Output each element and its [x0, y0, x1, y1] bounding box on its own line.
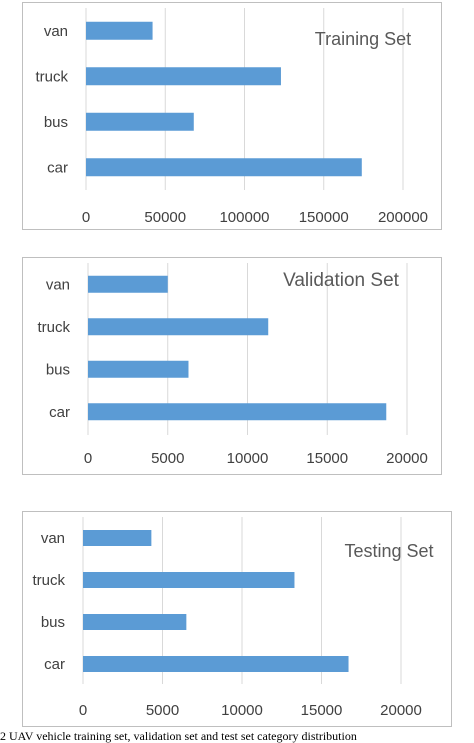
bar-truck [88, 318, 269, 336]
bar-bus [88, 360, 189, 378]
bar-truck [86, 67, 281, 86]
x-tick-label: 5000 [146, 702, 179, 719]
category-label-bus: bus [41, 614, 65, 631]
training-set-chart: van truck bus car 0 50000 100000 150000 200000 Tr… [22, 2, 442, 230]
validation-set-plot: van truck bus car 0 5000 10000 15000 20000 Valida… [37, 263, 428, 467]
category-label-car: car [47, 159, 68, 176]
bar-car [86, 158, 362, 177]
x-tick-label: 200000 [378, 209, 428, 226]
category-label-car: car [44, 656, 65, 673]
chart-title: Training Set [315, 29, 411, 49]
x-tick-label: 20000 [380, 702, 422, 719]
category-label-truck: truck [37, 319, 70, 336]
bar-van [83, 530, 152, 546]
validation-set-chart: van truck bus car 0 5000 10000 15000 20000 Valida… [22, 257, 442, 475]
category-label-van: van [46, 276, 70, 293]
category-label-bus: bus [44, 114, 68, 131]
x-tick-label: 10000 [221, 702, 263, 719]
bar-bus [86, 112, 194, 131]
x-tick-label: 0 [84, 450, 92, 467]
x-tick-label: 5000 [151, 450, 184, 467]
x-tick-label: 50000 [144, 209, 186, 226]
x-tick-label: 15000 [301, 702, 343, 719]
testing-set-plot: van truck bus car 0 5000 10000 15000 20000 Testin… [32, 517, 434, 719]
chart-title: Validation Set [283, 270, 400, 291]
x-tick-label: 0 [82, 209, 90, 226]
category-label-car: car [49, 404, 70, 421]
bar-van [88, 275, 168, 293]
testing-set-chart: van truck bus car 0 5000 10000 15000 20000 Testin… [22, 511, 452, 727]
chart-title: Testing Set [344, 541, 433, 561]
category-label-truck: truck [35, 68, 68, 85]
x-tick-label: 150000 [299, 209, 349, 226]
bar-car [83, 656, 349, 672]
x-tick-label: 10000 [227, 450, 269, 467]
category-label-bus: bus [46, 361, 70, 378]
x-tick-label: 0 [79, 702, 87, 719]
figure-caption: 2 UAV vehicle training set, validation s… [0, 729, 357, 743]
x-tick-label: 15000 [306, 450, 348, 467]
x-tick-label: 100000 [219, 209, 269, 226]
bar-van [86, 21, 153, 40]
category-label-truck: truck [32, 572, 65, 589]
category-label-van: van [44, 23, 68, 40]
x-tick-label: 20000 [386, 450, 428, 467]
bar-bus [83, 614, 187, 630]
training-set-plot: van truck bus car 0 50000 100000 150000 200000 Tr… [35, 8, 428, 226]
category-label-van: van [41, 530, 65, 547]
bar-truck [83, 572, 295, 588]
bar-car [88, 403, 387, 421]
